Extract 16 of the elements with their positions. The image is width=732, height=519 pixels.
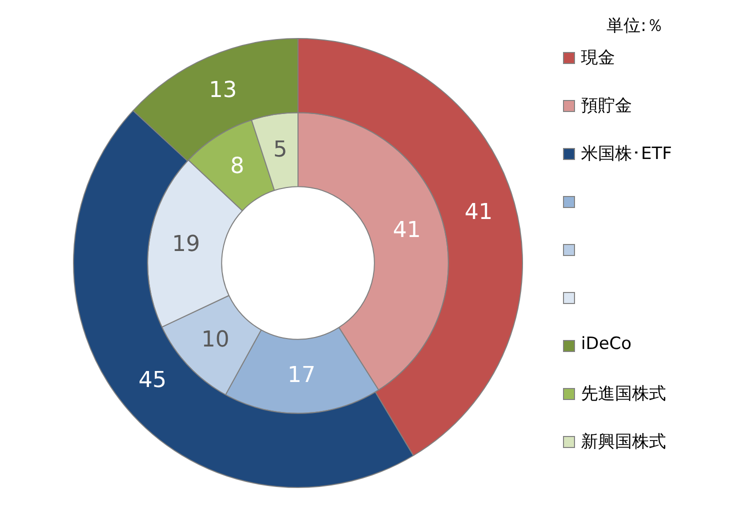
data-label: 8 bbox=[230, 154, 244, 179]
data-label: 41 bbox=[464, 200, 493, 225]
legend-label: 先進国株式 bbox=[581, 383, 666, 405]
legend-label: 現金 bbox=[581, 47, 615, 69]
data-label: 5 bbox=[273, 138, 288, 163]
data-label: 10 bbox=[201, 327, 230, 352]
data-label: 41 bbox=[392, 218, 421, 244]
legend-label: 米国株･ETF bbox=[581, 143, 672, 165]
legend-label: 新興国株式 bbox=[581, 431, 666, 453]
data-label: 13 bbox=[208, 78, 237, 103]
data-label: 19 bbox=[172, 232, 200, 257]
data-label: 17 bbox=[288, 363, 316, 388]
legend-label: iDeCo bbox=[581, 334, 632, 354]
legend-label: 預貯金 bbox=[581, 95, 632, 117]
legend-title: 単位:％ bbox=[606, 15, 664, 37]
data-label: 45 bbox=[138, 368, 167, 393]
